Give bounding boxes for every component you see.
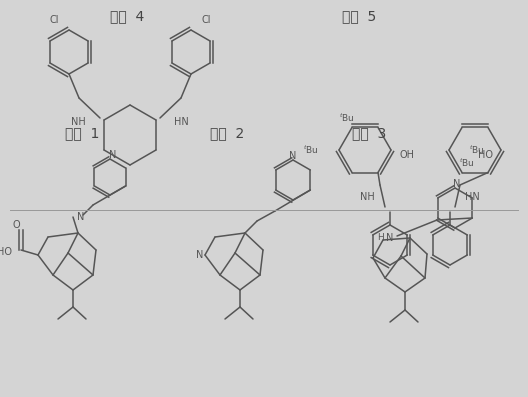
Text: Cl: Cl	[201, 15, 211, 25]
Text: HO: HO	[0, 247, 13, 257]
Text: $^t$Bu: $^t$Bu	[459, 156, 475, 169]
Text: 配体  3: 配体 3	[353, 126, 386, 140]
Text: HN: HN	[174, 117, 188, 127]
Text: OH: OH	[399, 150, 414, 160]
Text: NH: NH	[71, 117, 86, 127]
Text: $^t$Bu: $^t$Bu	[339, 111, 355, 124]
Text: NH: NH	[360, 192, 375, 202]
Text: Cl: Cl	[49, 15, 59, 25]
Text: 配体  4: 配体 4	[110, 9, 144, 23]
Text: HO: HO	[478, 150, 493, 160]
Text: HN: HN	[465, 192, 480, 202]
Text: H: H	[378, 233, 384, 243]
Text: $^t$Bu: $^t$Bu	[469, 144, 485, 156]
Text: 配体  2: 配体 2	[210, 126, 244, 140]
Text: 配体  5: 配体 5	[342, 9, 376, 23]
Text: 配体  1: 配体 1	[64, 126, 99, 140]
Text: N: N	[454, 179, 461, 189]
Text: N: N	[109, 150, 117, 160]
Text: N: N	[77, 212, 84, 222]
Text: N: N	[289, 151, 297, 161]
Text: N: N	[386, 233, 394, 243]
Text: N: N	[196, 250, 204, 260]
Text: $^t$Bu: $^t$Bu	[303, 144, 319, 156]
Text: O: O	[12, 220, 20, 230]
